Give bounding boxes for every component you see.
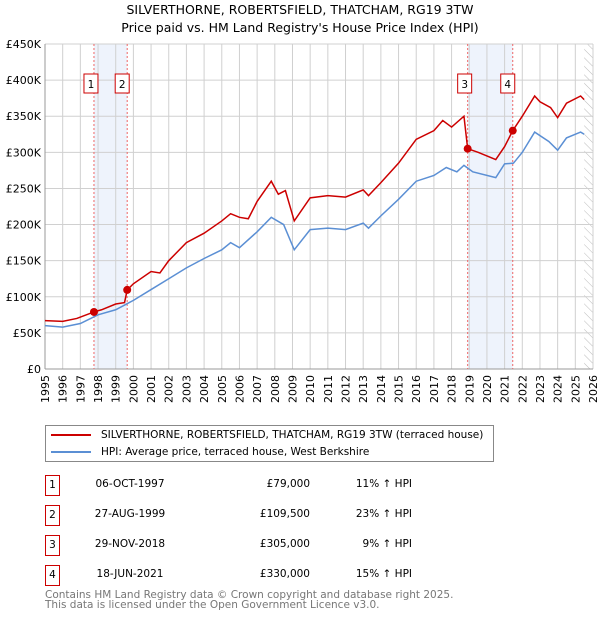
sale-date: 29-NOV-2018 [94, 538, 166, 550]
x-tick-label: 2026 [587, 375, 600, 403]
sale-box [83, 73, 99, 94]
x-tick-label: 2022 [516, 375, 529, 403]
x-tick-label: 2017 [428, 375, 441, 403]
x-tick-label: 2025 [569, 375, 582, 403]
sale-box [457, 73, 473, 94]
sale-hpi-diff: 11% ↑ HPI [355, 478, 412, 490]
x-tick-label: 2015 [393, 375, 406, 403]
y-tick-label: £400K [6, 74, 42, 87]
sale-date: 18-JUN-2021 [96, 568, 164, 580]
sale-row: 1 06-OCT-1997 £79,000 11% ↑ HPI [45, 475, 412, 496]
chart-subtitle: Price paid vs. HM Land Registry's House … [121, 20, 479, 35]
legend-property: SILVERTHORNE, ROBERTSFIELD, THATCHAM, RG… [101, 429, 484, 441]
x-tick-label: 1998 [92, 375, 105, 403]
sale-row: 4 18-JUN-2021 £330,000 15% ↑ HPI [45, 565, 412, 586]
x-tick-label: 2009 [286, 375, 299, 403]
sale-box-label: 3 [461, 79, 468, 91]
x-tick-label: 1997 [74, 375, 87, 403]
sale-price: £330,000 [259, 568, 310, 580]
legend: SILVERTHORNE, ROBERTSFIELD, THATCHAM, RG… [45, 425, 494, 462]
footer: Contains HM Land Registry data © Crown c… [45, 589, 454, 611]
x-tick-label: 2012 [340, 375, 353, 403]
x-tick-label: 2010 [304, 375, 317, 403]
x-tick-label: 2020 [481, 375, 494, 403]
x-tick-label: 2003 [180, 375, 193, 403]
sale-date: 27-AUG-1999 [94, 508, 166, 520]
y-tick-label: £450K [6, 38, 42, 51]
x-tick-label: 2001 [145, 375, 158, 403]
x-tick-label: 2005 [216, 375, 229, 403]
x-tick-label: 2006 [233, 375, 246, 403]
sale-hpi-diff: 15% ↑ HPI [355, 568, 412, 580]
y-tick-label: £0 [27, 363, 41, 376]
x-tick-label: 2002 [163, 375, 176, 403]
sale-price: £79,000 [266, 478, 310, 490]
sale-point [463, 144, 472, 153]
sale-hpi-diff: 9% ↑ HPI [362, 538, 412, 550]
future-hatch [584, 44, 593, 369]
hpi-line-swatch [51, 451, 91, 453]
sale-marker-label: 3 [45, 535, 60, 556]
sale-marker-label: 4 [45, 565, 60, 586]
x-tick-label: 2007 [251, 375, 264, 403]
sale-period-shade [467, 44, 513, 369]
sale-box-label: 1 [88, 79, 95, 91]
x-tick-label: 2008 [269, 375, 282, 403]
sale-box [500, 73, 516, 94]
y-tick-label: £300K [6, 146, 42, 159]
x-tick-label: 1995 [39, 375, 52, 403]
property-line-swatch [51, 434, 91, 436]
x-tick-label: 2011 [322, 375, 335, 403]
sale-row: 3 29-NOV-2018 £305,000 9% ↑ HPI [45, 535, 412, 556]
sale-box [114, 73, 130, 94]
sale-marker-label: 1 [45, 475, 60, 496]
sale-marker-label: 2 [45, 505, 60, 526]
sale-price: £305,000 [259, 538, 310, 550]
legend-hpi: HPI: Average price, terraced house, West… [101, 446, 370, 458]
x-tick-label: 2014 [375, 375, 388, 403]
x-tick-label: 2019 [463, 375, 476, 403]
y-tick-label: £350K [6, 110, 42, 123]
y-tick-label: £250K [6, 182, 42, 195]
price-chart: 1995 1996 1997 1998 1999 2000 2001 2002 2003 2004… [6, 38, 600, 403]
sale-date: 06-OCT-1997 [95, 478, 165, 490]
x-tick-label: 2024 [552, 375, 565, 403]
sale-point [123, 285, 132, 294]
sale-price: £109,500 [259, 508, 310, 520]
x-tick-label: 2016 [410, 375, 423, 403]
x-tick-label: 1999 [110, 375, 123, 403]
y-tick-label: £50K [13, 327, 42, 340]
sale-box-label: 2 [119, 79, 126, 91]
sale-point [89, 307, 98, 316]
x-tick-label: 2013 [357, 375, 370, 403]
hpi-line [44, 131, 585, 328]
y-tick-label: £200K [6, 219, 42, 232]
x-tick-label: 2018 [446, 375, 459, 403]
y-tick-label: £100K [6, 291, 42, 304]
sale-row: 2 27-AUG-1999 £109,500 23% ↑ HPI [45, 505, 412, 526]
x-tick-label: 2021 [499, 375, 512, 403]
sale-box-label: 4 [504, 79, 511, 91]
y-tick-label: £150K [6, 255, 42, 268]
chart-title: SILVERTHORNE, ROBERTSFIELD, THATCHAM, RG… [126, 2, 474, 17]
x-tick-label: 2023 [534, 375, 547, 403]
x-tick-label: 1996 [57, 375, 70, 403]
sale-hpi-diff: 23% ↑ HPI [355, 508, 412, 520]
sale-point [508, 126, 517, 135]
x-tick-label: 2004 [198, 375, 211, 403]
x-tick-label: 2000 [127, 375, 140, 403]
